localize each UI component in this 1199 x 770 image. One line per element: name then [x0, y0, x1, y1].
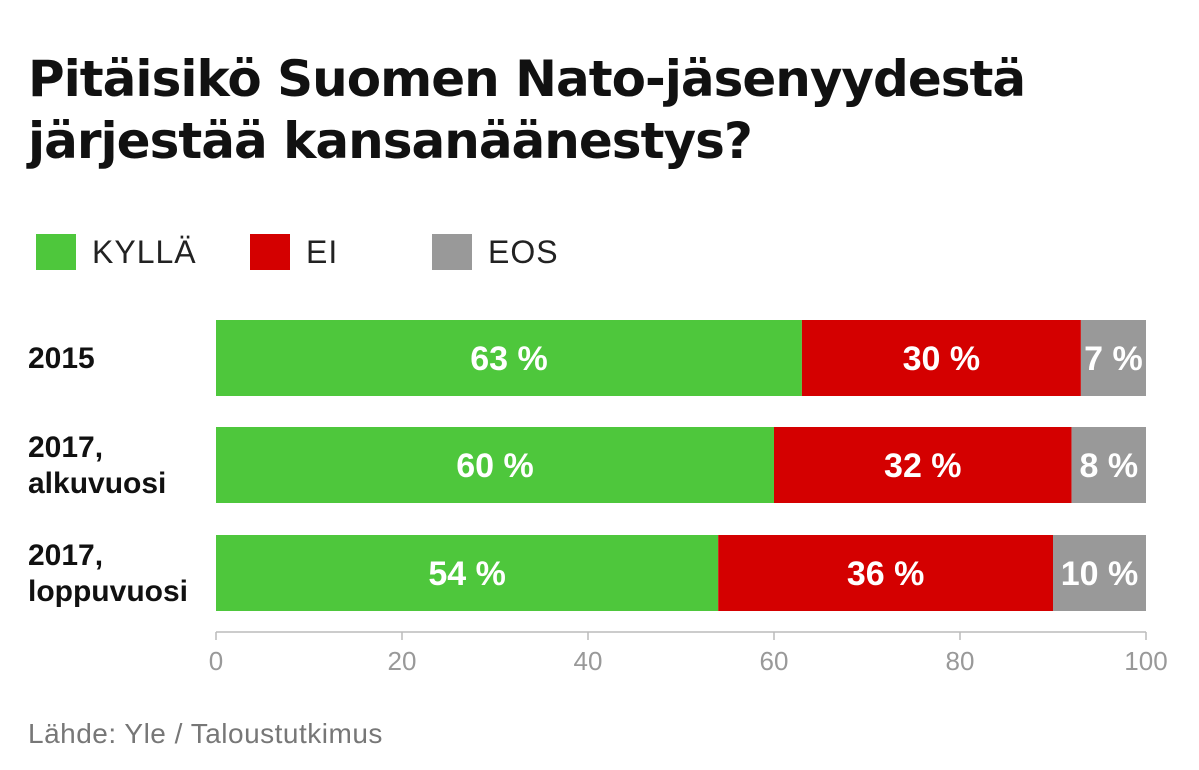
- bar-segment-ei-2: [718, 535, 1053, 611]
- chart-title: Pitäisikö Suomen Nato-jäsenyydestä järje…: [28, 48, 1026, 172]
- data-label: 63 %: [470, 340, 548, 378]
- data-label: 54 %: [428, 555, 506, 593]
- bar-segment-kyllä-1: [216, 427, 774, 503]
- bar-segment-eos-0: [1080, 320, 1146, 396]
- chart-title-line: Pitäisikö Suomen Nato-jäsenyydestä: [28, 50, 1026, 108]
- x-tick-label: 0: [209, 646, 223, 676]
- category-label: 2017, loppuvuosi: [28, 539, 188, 608]
- legend-item-eos: EOS: [432, 232, 559, 272]
- legend-label-ei: EI: [306, 233, 339, 270]
- x-tick-label: 80: [946, 646, 975, 676]
- bar-segment-eos-2: [1053, 535, 1146, 611]
- legend-item-kylla: KYLLÄ: [36, 232, 197, 272]
- x-tick-label: 60: [760, 646, 789, 676]
- category-label: 2017, alkuvuosi: [28, 431, 166, 500]
- legend-swatch-ei: [250, 234, 290, 270]
- data-label: 7 %: [1084, 340, 1143, 378]
- legend-label-eos: EOS: [488, 233, 559, 270]
- chart-title-line: järjestää kansanäänestys?: [28, 112, 753, 170]
- legend-swatch-eos: [432, 234, 472, 270]
- bar-segment-kyllä-2: [216, 535, 719, 611]
- data-label: 8 %: [1080, 447, 1139, 485]
- category-label: 2015: [28, 342, 95, 375]
- bar-segment-ei-1: [774, 427, 1072, 503]
- data-label: 36 %: [847, 555, 925, 593]
- x-tick-label: 20: [388, 646, 417, 676]
- data-label: 32 %: [884, 447, 962, 485]
- data-label: 60 %: [456, 447, 534, 485]
- data-label: 30 %: [903, 340, 981, 378]
- data-label: 10 %: [1061, 555, 1139, 593]
- legend-swatch-kylla: [36, 234, 76, 270]
- legend-label-kylla: KYLLÄ: [92, 233, 197, 270]
- source-note: Lähde: Yle / Taloustutkimus: [28, 718, 383, 749]
- x-tick-label: 100: [1124, 646, 1167, 676]
- stacked-bar-chart: 63 % 30 % 7 % 2015 60 % 32 % 8 % 2017, alkuvuosi…: [28, 320, 1168, 676]
- legend-item-ei: EI: [250, 232, 338, 272]
- x-tick-label: 40: [574, 646, 603, 676]
- bar-segment-kyllä-0: [216, 320, 802, 396]
- bar-segment-eos-1: [1071, 427, 1146, 503]
- bar-segment-ei-0: [801, 320, 1081, 396]
